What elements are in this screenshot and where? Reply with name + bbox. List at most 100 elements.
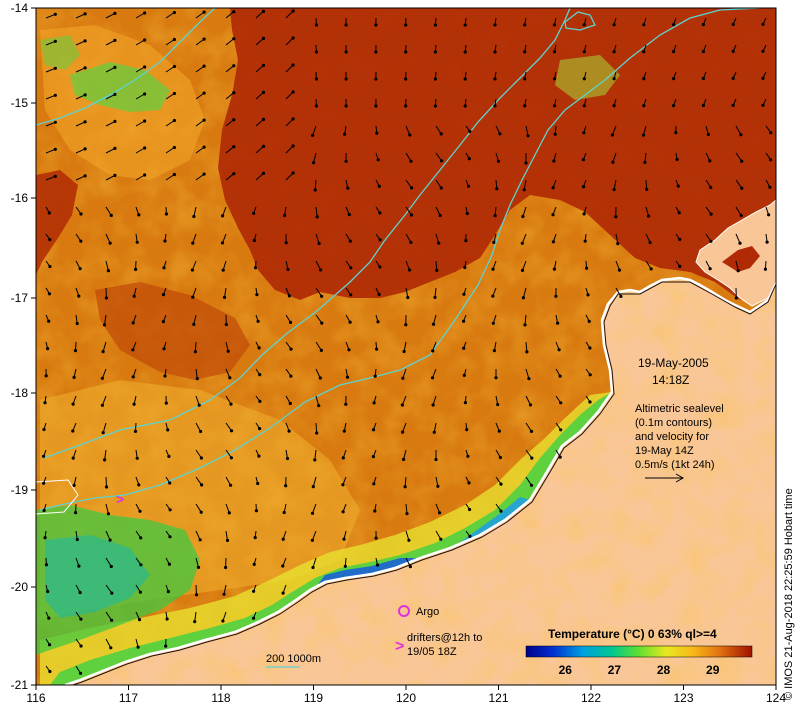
velocity-arrow-head	[521, 296, 526, 300]
velocity-arrow-head	[172, 37, 176, 42]
coastal-cool-band	[315, 558, 420, 588]
velocity-arrow	[525, 341, 528, 352]
velocity-arrow-head	[734, 296, 738, 300]
velocity-arrow-head	[431, 322, 436, 326]
velocity-arrow	[165, 174, 175, 181]
velocity-arrow-head	[675, 157, 679, 162]
velocity-arrow-head	[523, 23, 527, 27]
velocity-arrow-head	[285, 456, 290, 461]
velocity-arrow-head	[344, 159, 348, 163]
velocity-arrow-head	[281, 537, 285, 541]
velocity-arrow-head	[232, 10, 236, 14]
velocity-arrow-head	[344, 402, 348, 406]
velocity-arrow-head	[377, 184, 381, 188]
velocity-arrow-head	[261, 144, 266, 148]
velocity-arrow-head	[557, 348, 561, 352]
velocity-arrow	[165, 93, 175, 100]
velocity-arrow	[192, 287, 197, 298]
velocity-arrow-head	[344, 50, 348, 54]
x-tick-label: 123	[673, 691, 693, 705]
velocity-arrow-head	[46, 589, 50, 594]
velocity-arrow-head	[708, 267, 712, 271]
velocity-arrow-head	[403, 485, 407, 489]
velocity-arrow-head	[499, 482, 503, 486]
velocity-arrow	[45, 40, 56, 46]
velocity-arrow-head	[143, 11, 147, 15]
velocity-arrow	[45, 67, 56, 73]
velocity-arrow	[311, 530, 317, 541]
velocity-arrow-head	[77, 564, 81, 568]
y-tick-label: -18	[11, 386, 29, 400]
bathy-label: 200 1000m	[266, 653, 321, 665]
velocity-arrow-head	[53, 147, 57, 151]
velocity-arrow-head	[378, 211, 382, 215]
velocity-arrow	[403, 449, 407, 460]
velocity-arrow-head	[83, 66, 87, 70]
velocity-arrow-head	[168, 535, 172, 539]
velocity-arrow-head	[582, 50, 586, 54]
velocity-arrow-head	[341, 510, 345, 514]
velocity-arrow-head	[256, 319, 260, 323]
velocity-arrow-head	[113, 173, 117, 177]
velocity-arrow-head	[406, 295, 410, 300]
velocity-arrow-head	[261, 90, 266, 94]
velocity-arrow-head	[612, 23, 616, 27]
velocity-arrow-head	[491, 267, 495, 271]
velocity-arrow-head	[232, 64, 236, 68]
velocity-arrow-head	[137, 618, 142, 622]
argo-icon	[398, 605, 410, 617]
velocity-arrow	[225, 173, 235, 181]
velocity-arrow-head	[494, 376, 498, 380]
velocity-arrow-head	[401, 430, 405, 434]
velocity-arrow-head	[522, 188, 526, 192]
velocity-arrow-head	[524, 161, 528, 165]
coastal-green-band	[50, 392, 612, 685]
drifters-label-2: 19/05 18Z	[407, 646, 457, 658]
velocity-arrow-head	[552, 104, 557, 108]
velocity-arrow	[193, 314, 197, 325]
velocity-arrow-head	[342, 537, 346, 541]
velocity-arrow	[135, 39, 145, 46]
velocity-arrow-head	[588, 346, 592, 350]
velocity-arrow-head	[162, 347, 166, 351]
velocity-arrow	[101, 368, 107, 379]
velocity-arrow-head	[433, 295, 437, 299]
velocity-arrow-head	[47, 319, 51, 323]
velocity-arrow-head	[701, 49, 706, 54]
velocity-arrow-head	[226, 349, 230, 353]
velocity-arrow-head	[410, 186, 414, 190]
velocity-arrow-head	[556, 321, 560, 325]
velocity-arrow-head	[551, 240, 556, 244]
velocity-arrow	[165, 39, 175, 46]
velocity-arrow-head	[647, 214, 651, 218]
velocity-arrow	[405, 152, 412, 162]
velocity-arrow-head	[252, 211, 256, 215]
cloud-patch-sw-2	[45, 535, 150, 618]
velocity-arrow-head	[433, 104, 437, 108]
warm-patch-west	[36, 170, 78, 275]
velocity-arrow-head	[468, 507, 472, 512]
velocity-arrow-head	[164, 401, 168, 405]
velocity-arrow	[195, 557, 199, 568]
velocity-arrow	[315, 233, 320, 244]
velocity-arrow-head	[439, 186, 443, 190]
velocity-arrow-head	[83, 93, 87, 97]
velocity-arrow-head	[731, 103, 735, 107]
velocity-arrow-head	[585, 266, 589, 270]
velocity-arrow-head	[168, 508, 172, 512]
velocity-arrow	[195, 395, 200, 406]
velocity-arrow-head	[377, 292, 381, 296]
velocity-arrow-head	[192, 322, 196, 326]
velocity-arrow-head	[143, 92, 147, 96]
velocity-arrow	[195, 65, 205, 73]
colorbar-gradient	[525, 645, 753, 658]
velocity-arrow-head	[378, 238, 382, 242]
velocity-arrow	[315, 341, 322, 351]
velocity-arrow-head	[202, 172, 206, 176]
velocity-arrow	[165, 66, 175, 73]
velocity-arrow-head	[172, 172, 176, 177]
velocity-arrow	[225, 65, 235, 73]
velocity-arrow	[105, 147, 116, 154]
velocity-arrow-head	[527, 377, 531, 381]
velocity-arrow-head	[194, 593, 199, 597]
